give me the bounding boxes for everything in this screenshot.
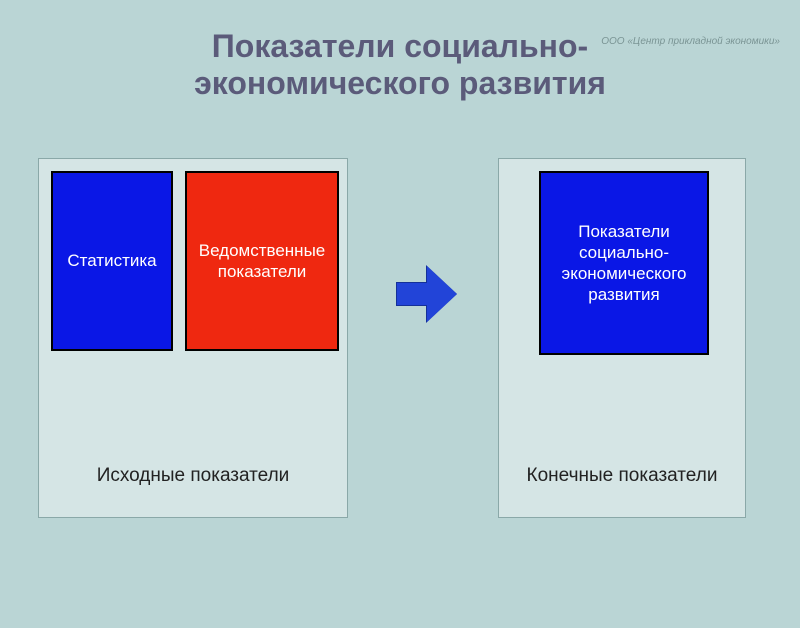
final-indicators-panel: Показатели социально-экономического разв…: [498, 158, 746, 518]
arrow-icon: [396, 266, 456, 322]
source-indicators-panel: Статистика Ведомственные показатели Исхо…: [38, 158, 348, 518]
title-line-1: Показатели социально-: [212, 28, 588, 64]
socio-economic-indicators-label: Показатели социально-экономического разв…: [547, 221, 701, 306]
source-caption: Исходные показатели: [39, 465, 347, 487]
statistics-label: Статистика: [67, 250, 156, 271]
title-line-2: экономического развития: [194, 65, 606, 101]
diagram-content: Статистика Ведомственные показатели Исхо…: [0, 158, 800, 588]
socio-economic-indicators-box: Показатели социально-экономического разв…: [539, 171, 709, 355]
departmental-indicators-label: Ведомственные показатели: [193, 240, 331, 283]
arrow-stem: [396, 282, 428, 306]
watermark-text: ООО «Центр прикладной экономики»: [601, 36, 780, 47]
departmental-indicators-box: Ведомственные показатели: [185, 171, 339, 351]
statistics-box: Статистика: [51, 171, 173, 351]
final-caption: Конечные показатели: [499, 465, 745, 487]
arrow-head: [427, 266, 457, 322]
